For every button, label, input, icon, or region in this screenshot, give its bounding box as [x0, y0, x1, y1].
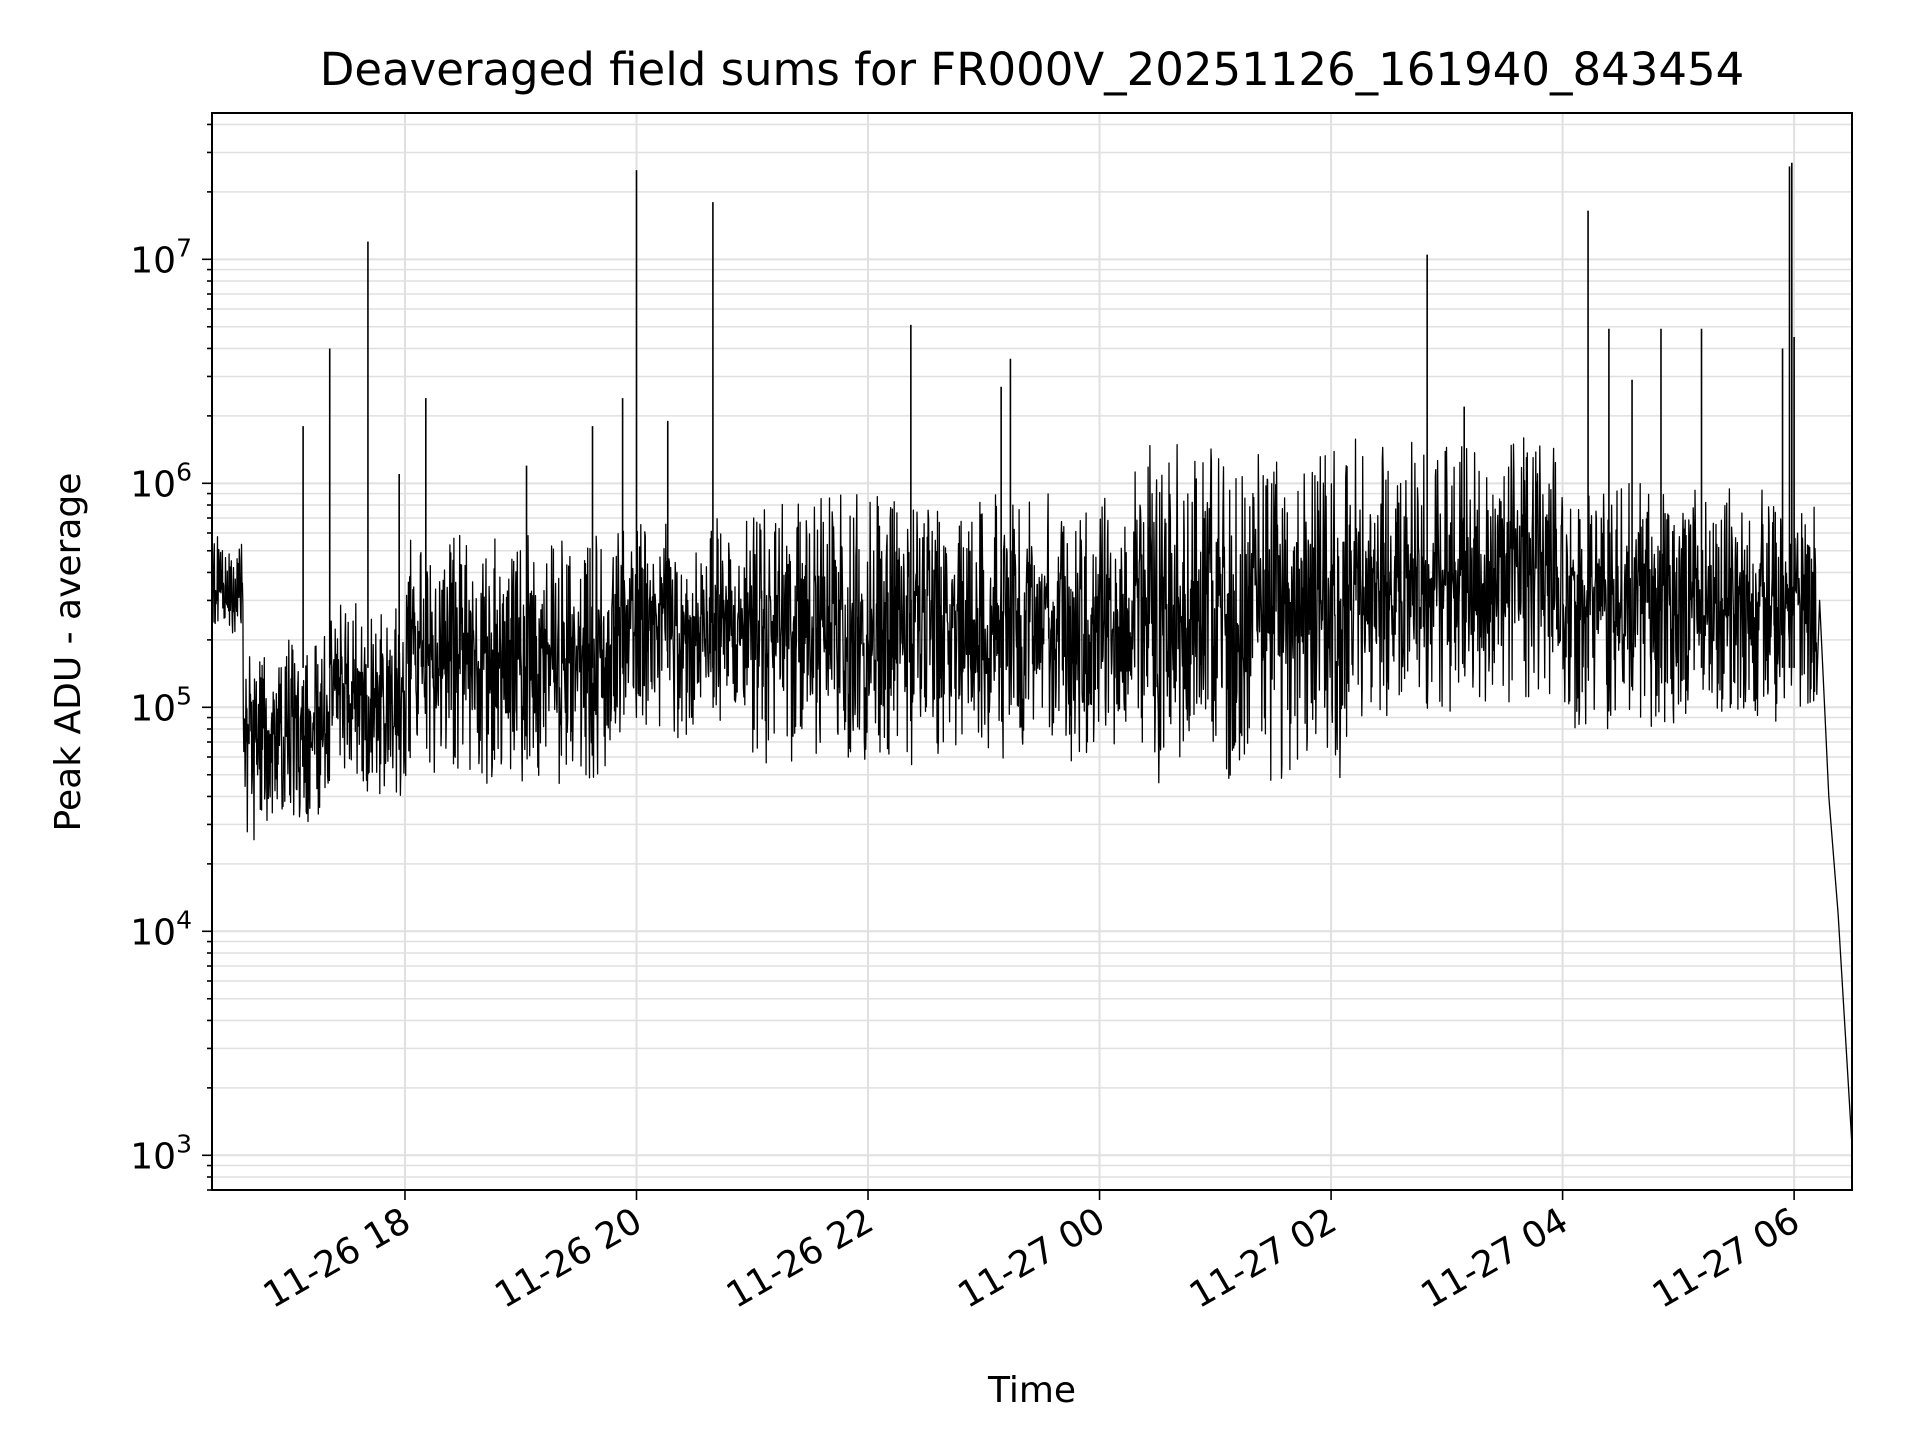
y-tick-base: 10 [130, 240, 176, 281]
chart-title: Deaveraged field sums for FR000V_2025112… [320, 43, 1745, 96]
y-tick-label: 104 [130, 905, 192, 953]
y-tick-exponent: 7 [176, 233, 192, 262]
y-tick-base: 10 [130, 464, 176, 505]
data-series-line [211, 437, 1853, 1147]
y-tick-base: 10 [130, 688, 176, 729]
y-tick-exponent: 4 [176, 905, 192, 934]
grid [212, 113, 1852, 1191]
y-tick-label: 105 [130, 681, 192, 729]
y-tick-label: 106 [130, 457, 192, 505]
y-tick-exponent: 6 [176, 457, 192, 486]
plot-frame [211, 112, 1853, 1191]
y-tick-exponent: 3 [176, 1129, 192, 1158]
y-tick-exponent: 5 [176, 681, 192, 710]
y-axis-label: Peak ADU - average [48, 473, 89, 832]
y-tick-label: 103 [130, 1129, 192, 1177]
x-axis-label: Time [987, 1370, 1076, 1411]
y-tick-label: 107 [130, 233, 192, 281]
y-tick-base: 10 [130, 1136, 176, 1177]
series-group [211, 162, 1853, 1147]
y-tick-base: 10 [130, 912, 176, 953]
